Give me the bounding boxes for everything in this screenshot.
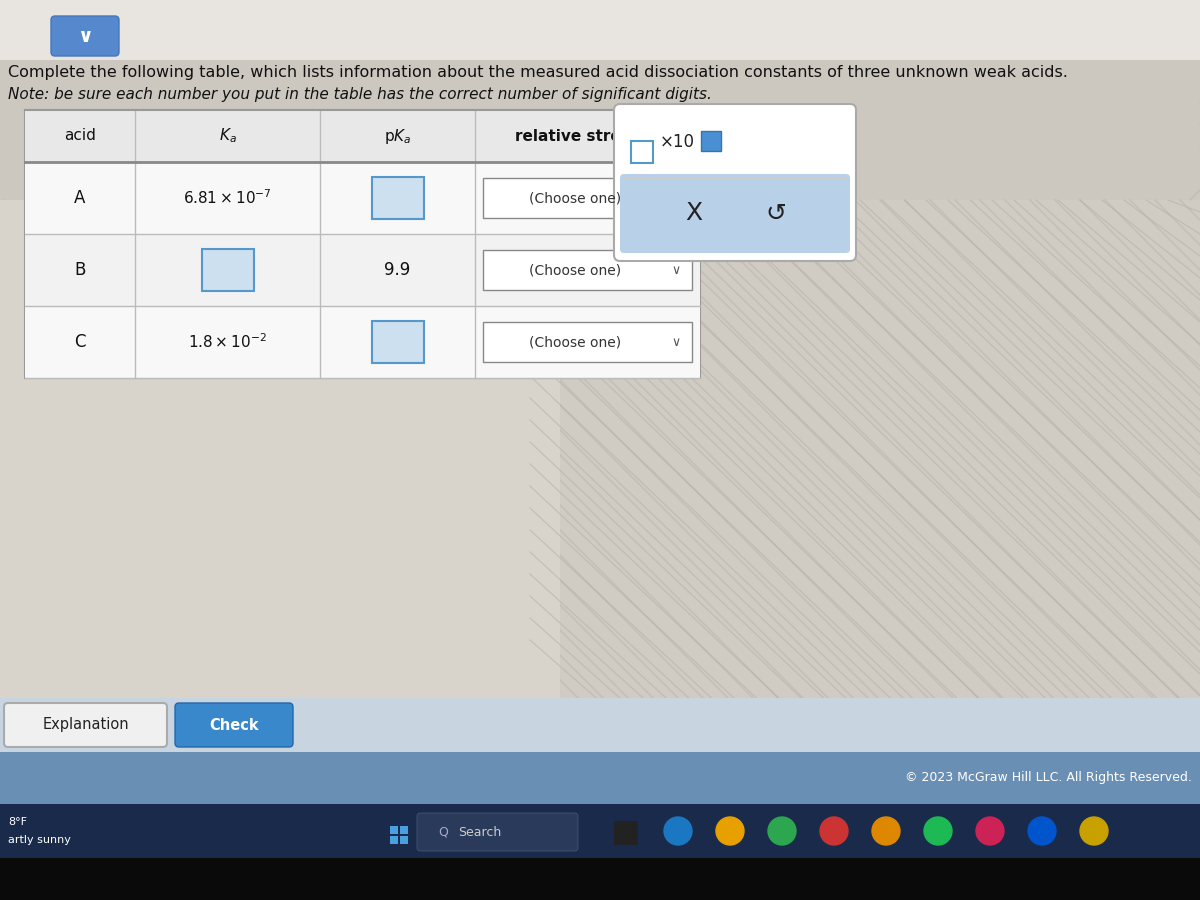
FancyBboxPatch shape <box>25 306 700 378</box>
FancyBboxPatch shape <box>372 177 424 219</box>
Text: ↺: ↺ <box>766 202 787 226</box>
Text: © 2023 McGraw Hill LLC. All Rights Reserved.: © 2023 McGraw Hill LLC. All Rights Reser… <box>905 771 1192 785</box>
FancyBboxPatch shape <box>620 174 850 253</box>
Text: Search: Search <box>458 825 502 839</box>
FancyBboxPatch shape <box>390 836 398 844</box>
Text: acid: acid <box>64 129 96 143</box>
Text: 8°F: 8°F <box>8 817 28 827</box>
FancyBboxPatch shape <box>482 178 692 218</box>
FancyBboxPatch shape <box>400 836 408 844</box>
Text: A: A <box>74 189 85 207</box>
FancyBboxPatch shape <box>25 162 700 234</box>
Text: B: B <box>74 261 85 279</box>
FancyBboxPatch shape <box>614 821 638 845</box>
Text: Explanation: Explanation <box>42 717 128 733</box>
FancyBboxPatch shape <box>530 200 1200 780</box>
Text: (Choose one): (Choose one) <box>529 191 622 205</box>
Circle shape <box>924 817 952 845</box>
FancyBboxPatch shape <box>0 0 1200 60</box>
Text: Note: be sure each number you put in the table has the correct number of signifi: Note: be sure each number you put in the… <box>8 86 712 102</box>
FancyBboxPatch shape <box>372 321 424 363</box>
Text: $1.8 \times 10^{-2}$: $1.8 \times 10^{-2}$ <box>188 333 266 351</box>
FancyBboxPatch shape <box>25 234 700 306</box>
Text: ∨: ∨ <box>672 336 680 348</box>
FancyBboxPatch shape <box>0 752 1200 804</box>
Text: p$K_a$: p$K_a$ <box>384 127 412 146</box>
Text: relative strength: relative strength <box>515 129 660 143</box>
FancyBboxPatch shape <box>0 200 1200 780</box>
Text: Check: Check <box>209 717 259 733</box>
FancyBboxPatch shape <box>614 104 856 261</box>
Text: $6.81 \times 10^{-7}$: $6.81 \times 10^{-7}$ <box>184 189 272 207</box>
Text: X: X <box>685 202 702 226</box>
FancyBboxPatch shape <box>202 249 253 291</box>
FancyBboxPatch shape <box>25 110 700 162</box>
Circle shape <box>1028 817 1056 845</box>
Text: 9.9: 9.9 <box>384 261 410 279</box>
Text: artly sunny: artly sunny <box>8 835 71 845</box>
FancyBboxPatch shape <box>175 703 293 747</box>
Circle shape <box>1080 817 1108 845</box>
FancyBboxPatch shape <box>400 826 408 834</box>
FancyBboxPatch shape <box>0 200 560 780</box>
Circle shape <box>664 817 692 845</box>
Text: ∨: ∨ <box>672 264 680 276</box>
FancyBboxPatch shape <box>482 250 692 290</box>
FancyBboxPatch shape <box>390 826 398 834</box>
Circle shape <box>768 817 796 845</box>
Circle shape <box>872 817 900 845</box>
FancyBboxPatch shape <box>631 141 653 163</box>
FancyBboxPatch shape <box>418 813 578 851</box>
Text: $K_a$: $K_a$ <box>218 127 236 145</box>
Text: (Choose one): (Choose one) <box>529 263 622 277</box>
FancyBboxPatch shape <box>701 131 721 151</box>
FancyBboxPatch shape <box>25 110 700 378</box>
FancyBboxPatch shape <box>482 322 692 362</box>
FancyBboxPatch shape <box>4 703 167 747</box>
Text: ×10: ×10 <box>660 133 695 151</box>
Text: Complete the following table, which lists information about the measured acid di: Complete the following table, which list… <box>8 65 1068 79</box>
Text: ∨: ∨ <box>672 192 680 204</box>
FancyBboxPatch shape <box>0 804 1200 858</box>
Text: C: C <box>74 333 85 351</box>
FancyBboxPatch shape <box>0 858 1200 900</box>
Circle shape <box>820 817 848 845</box>
Text: Q: Q <box>438 825 448 839</box>
FancyBboxPatch shape <box>0 698 1200 752</box>
Circle shape <box>716 817 744 845</box>
Circle shape <box>976 817 1004 845</box>
Text: ∨: ∨ <box>77 26 92 46</box>
FancyBboxPatch shape <box>50 16 119 56</box>
Text: (Choose one): (Choose one) <box>529 335 622 349</box>
